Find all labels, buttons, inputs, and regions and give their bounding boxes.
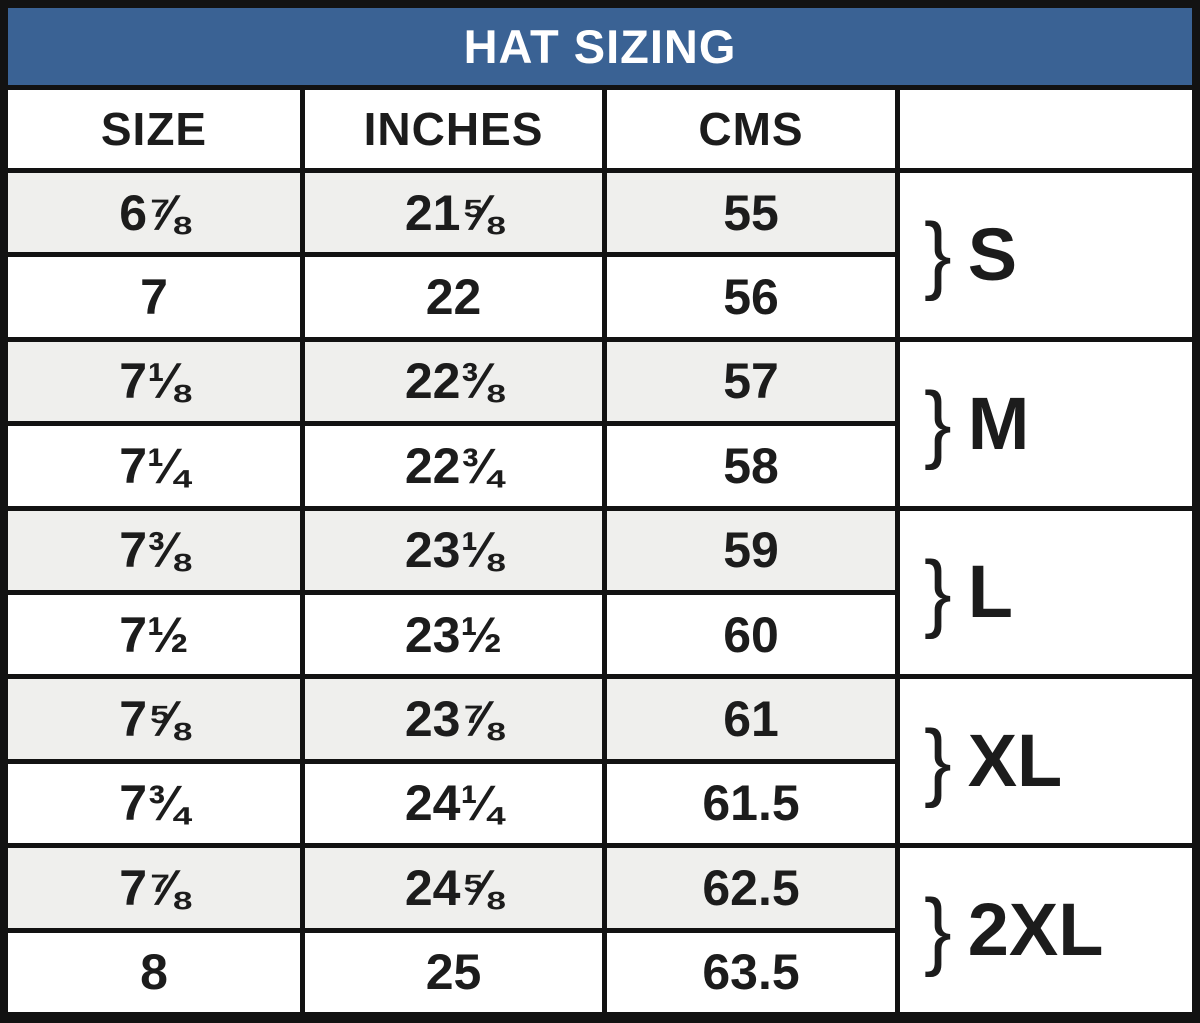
cms-cell: 57 <box>607 341 895 422</box>
inches-cell: 23⅞ <box>305 679 602 759</box>
inches-cell: 25 <box>305 932 602 1012</box>
group-label: M <box>967 381 1030 465</box>
inches-cell: 23½ <box>305 595 602 675</box>
group-cell-xl: } XL <box>900 679 1192 844</box>
page-title: HAT SIZING <box>463 20 737 73</box>
column-header-inches: INCHES <box>305 90 602 168</box>
cms-cell: 59 <box>607 510 895 590</box>
inches-cell: 22¾ <box>305 426 602 506</box>
size-cell: 7 <box>8 257 300 337</box>
cms-cell: 56 <box>607 257 895 337</box>
group-cell-l: } L <box>900 510 1192 675</box>
column-header-cms: CMS <box>607 90 895 168</box>
brace-glyph: } <box>924 205 952 303</box>
cms-cell: 61.5 <box>607 763 895 844</box>
inches-cell: 24⅝ <box>305 848 602 928</box>
inches-cell: 24¼ <box>305 763 602 844</box>
size-cell: 7¾ <box>8 763 300 844</box>
size-cell: 7⅛ <box>8 341 300 422</box>
size-cell: 7⅝ <box>8 679 300 759</box>
brace-glyph: } <box>924 374 952 472</box>
size-cell: 7½ <box>8 595 300 675</box>
cms-cell: 55 <box>607 173 895 253</box>
column-header-group <box>900 90 1192 168</box>
cms-cell: 63.5 <box>607 932 895 1012</box>
group-label: XL <box>967 719 1063 803</box>
group-label: S <box>967 212 1018 296</box>
group-label: L <box>967 550 1013 634</box>
brace-glyph: } <box>924 711 952 809</box>
size-cell: 8 <box>8 932 300 1012</box>
column-header-size: SIZE <box>8 90 300 168</box>
inches-cell: 22 <box>305 257 602 337</box>
sizing-table: SIZE INCHES CMS 6⅞ 21⅝ 55 7 22 56 7⅛ 22⅜… <box>8 90 1192 1012</box>
size-cell: 7⅞ <box>8 848 300 928</box>
brace-glyph: } <box>924 543 952 640</box>
inches-cell: 21⅝ <box>305 173 602 253</box>
size-cell: 7¼ <box>8 426 300 506</box>
group-cell-2xl: } 2XL <box>900 848 1192 1012</box>
size-cell: 7⅜ <box>8 510 300 590</box>
group-label: 2XL <box>967 888 1104 972</box>
group-cell-s: } S <box>900 173 1192 337</box>
group-cell-m: } M <box>900 341 1192 506</box>
cms-cell: 60 <box>607 595 895 675</box>
cms-cell: 62.5 <box>607 848 895 928</box>
brace-glyph: } <box>924 880 952 978</box>
cms-cell: 58 <box>607 426 895 506</box>
title-bar: HAT SIZING <box>8 8 1192 85</box>
size-cell: 6⅞ <box>8 173 300 253</box>
inches-cell: 23⅛ <box>305 510 602 590</box>
cms-cell: 61 <box>607 679 895 759</box>
inches-cell: 22⅜ <box>305 341 602 422</box>
